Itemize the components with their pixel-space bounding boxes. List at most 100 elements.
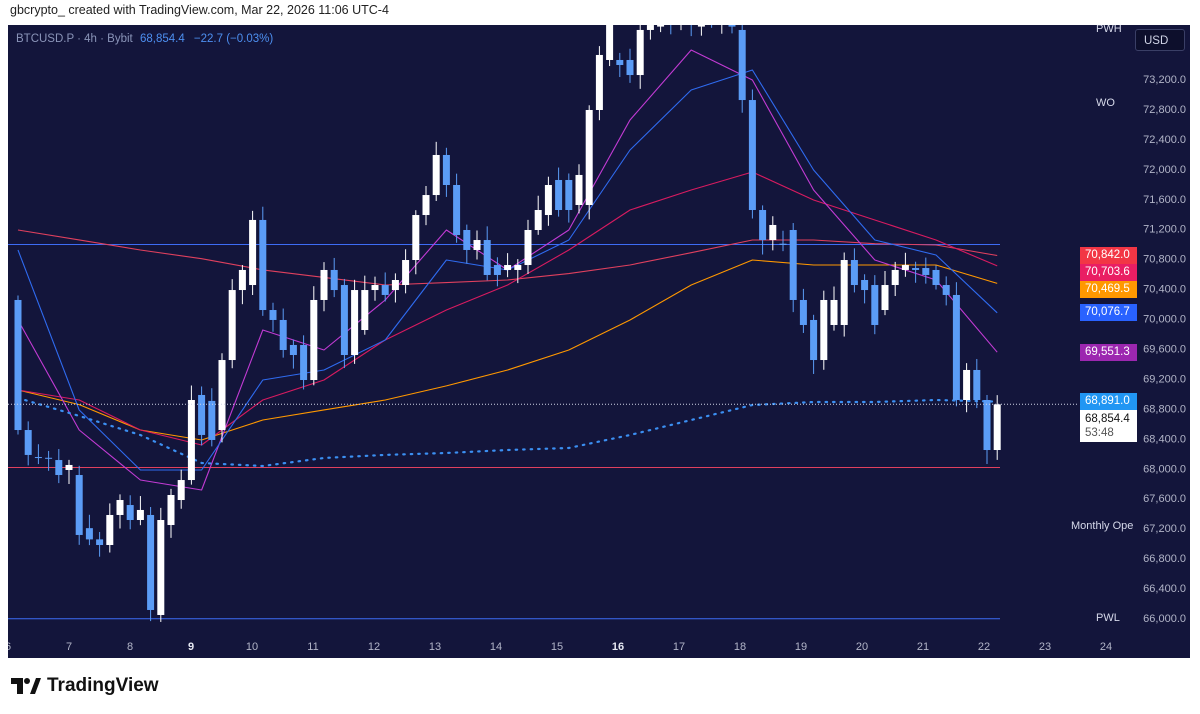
x-axis-tick-label: 6 (8, 641, 11, 653)
candle-up (361, 290, 369, 331)
candle-up (228, 290, 236, 361)
candle-down (973, 369, 981, 400)
tradingview-logo-icon (11, 678, 41, 694)
x-axis-tick-label: 11 (307, 641, 318, 653)
candle-down (748, 100, 756, 211)
y-axis-tick-label: 72,000.0 (1143, 164, 1186, 176)
x-axis-tick-label: 14 (490, 641, 502, 653)
symbol-info[interactable]: BTCUSD.P · 4h · Bybit (16, 33, 133, 45)
currency-button[interactable]: USD (1135, 29, 1185, 51)
y-axis-tick-label: 67,600.0 (1143, 493, 1186, 505)
moving-average-line (17, 171, 998, 446)
x-axis-tick-label: 15 (551, 641, 563, 653)
candle-down (565, 179, 573, 211)
candle-down (483, 240, 491, 275)
level-label: PWH (1096, 25, 1122, 35)
x-axis-tick-label: 10 (246, 641, 258, 653)
candle-down (952, 294, 960, 400)
candle-down (759, 210, 767, 241)
y-axis-tick-label: 67,200.0 (1143, 523, 1186, 535)
y-axis-tick-label: 70,800.0 (1143, 254, 1186, 266)
candle-up (422, 195, 430, 216)
y-axis-tick-label: 66,000.0 (1143, 613, 1186, 625)
candle-down (289, 344, 297, 356)
y-axis-tick-label: 71,200.0 (1143, 224, 1186, 236)
level-label: WO (1096, 97, 1115, 110)
candle-down (626, 59, 634, 76)
candle-down (493, 265, 501, 275)
candle-down (34, 457, 42, 459)
price-chart[interactable]: 73,200.0 72,800.0 72,400.0 72,000.0 71,600.0… (8, 25, 1190, 658)
candle-down (24, 430, 32, 455)
candle-down (850, 260, 858, 286)
level-label: Monthly Ope (1071, 520, 1134, 533)
x-axis-tick-label: 9 (188, 641, 194, 653)
tradingview-logo[interactable]: TradingView (11, 675, 159, 697)
moving-average-line (17, 259, 998, 441)
candle-down (259, 219, 267, 311)
chart-panel[interactable]: 73,200.0 72,800.0 72,400.0 72,000.0 71,600.0… (8, 25, 1190, 658)
y-axis-tick-label: 72,400.0 (1143, 134, 1186, 146)
x-axis-tick-label: 21 (917, 641, 929, 653)
candle-down (442, 154, 450, 186)
x-axis-tick-label: 24 (1100, 641, 1112, 653)
y-axis-tick-label: 68,400.0 (1143, 433, 1186, 445)
candle-up (963, 369, 971, 400)
candle-up (606, 25, 614, 60)
candle-down (779, 243, 787, 245)
candle-up (432, 154, 440, 196)
y-axis-tick-label: 73,200.0 (1143, 74, 1186, 86)
x-axis-tick-label: 7 (66, 641, 72, 653)
candle-up (136, 509, 144, 521)
price-badge: 70,703.6 (1080, 264, 1137, 282)
x-axis-tick-label: 12 (368, 641, 380, 653)
candle-up (524, 229, 532, 266)
candle-down (381, 285, 389, 295)
candle-up (534, 210, 542, 230)
candle-up (320, 269, 328, 300)
bar-countdown: 53:48 (1085, 427, 1114, 440)
candle-down (55, 460, 63, 476)
candle-up (993, 404, 1001, 451)
candle-up (187, 399, 195, 481)
level-label: PWL (1096, 611, 1120, 624)
price-badge: 70,469.5 (1080, 281, 1137, 299)
candle-up (595, 54, 603, 110)
brand-name: TradingView (47, 675, 159, 696)
candle-down (861, 279, 869, 291)
candle-up (473, 240, 481, 250)
price-badge: 70,076.7 (1080, 304, 1137, 322)
candle-down (269, 310, 277, 320)
price-badge: 70,842.0 (1080, 247, 1137, 265)
y-axis-tick-label: 69,200.0 (1143, 373, 1186, 385)
candle-down (616, 59, 624, 66)
x-axis-tick-label: 13 (429, 641, 441, 653)
candle-up (901, 265, 909, 270)
candle-up (769, 224, 777, 241)
candle-up (830, 299, 838, 325)
candle-down (45, 457, 53, 459)
x-axis-tick-label: 8 (127, 641, 133, 653)
candle-up (575, 174, 583, 205)
y-axis-tick-label: 69,600.0 (1143, 343, 1186, 355)
candle-up (646, 25, 654, 30)
candle-up (840, 260, 848, 325)
candle-up (310, 299, 318, 381)
x-axis-tick-label: 16 (612, 641, 624, 653)
candle-down (208, 400, 216, 440)
candle-up (351, 290, 359, 356)
y-axis-tick-label: 66,800.0 (1143, 553, 1186, 565)
candle-up (391, 279, 399, 291)
candle-down (912, 268, 920, 270)
y-axis-tick-label: 68,000.0 (1143, 463, 1186, 475)
symbol-legend: BTCUSD.P · 4h · Bybit 68,854.4 −22.7 (−0… (16, 33, 273, 45)
candle-up (544, 185, 552, 216)
candle-up (218, 360, 226, 431)
moving-average-line (16, 396, 999, 468)
candle-up (371, 285, 379, 291)
x-axis-tick-label: 23 (1039, 641, 1051, 653)
y-axis-tick-label: 70,400.0 (1143, 284, 1186, 296)
candle-up (514, 265, 522, 270)
candle-down (96, 539, 104, 546)
candle-down (126, 505, 134, 521)
